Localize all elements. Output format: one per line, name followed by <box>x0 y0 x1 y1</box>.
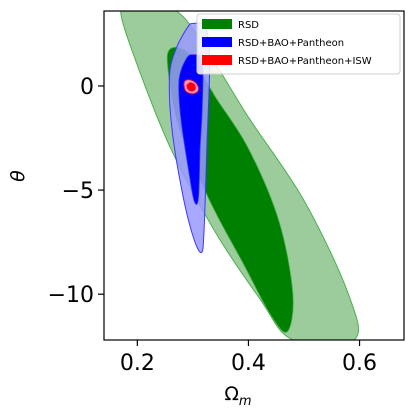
contour-layer <box>120 11 360 340</box>
legend-swatch <box>202 19 232 29</box>
plot-frame <box>103 10 405 341</box>
x-tick-label: 0.4 <box>231 351 266 376</box>
legend-label: RSD+BAO+Pantheon+ISW <box>238 56 372 67</box>
tick-layer: 0.2 0.4 0.6 0 −5 −10 <box>48 75 377 376</box>
legend-label: RSD <box>238 20 259 31</box>
legend-label: RSD+BAO+Pantheon <box>238 38 344 49</box>
y-axis-label: θ <box>7 170 29 182</box>
y-tick-label: 0 <box>80 75 94 100</box>
x-tick-label: 0.6 <box>342 351 377 376</box>
y-tick-label: −10 <box>48 283 94 308</box>
legend-swatch <box>202 55 232 65</box>
legend: RSD RSD+BAO+Pantheon RSD+BAO+Pantheon+ISW <box>196 13 401 75</box>
x-axis-label-subscript: m <box>239 394 252 409</box>
x-tick-label: 0.2 <box>120 351 155 376</box>
contour-rsd-bao-pantheon-isw-1sigma <box>186 82 196 92</box>
legend-box <box>196 13 401 75</box>
x-axis-label: Ωm <box>224 383 251 409</box>
x-axis-label-base: Ω <box>224 383 239 405</box>
legend-swatch <box>202 37 232 47</box>
y-tick-label: −5 <box>62 179 94 204</box>
